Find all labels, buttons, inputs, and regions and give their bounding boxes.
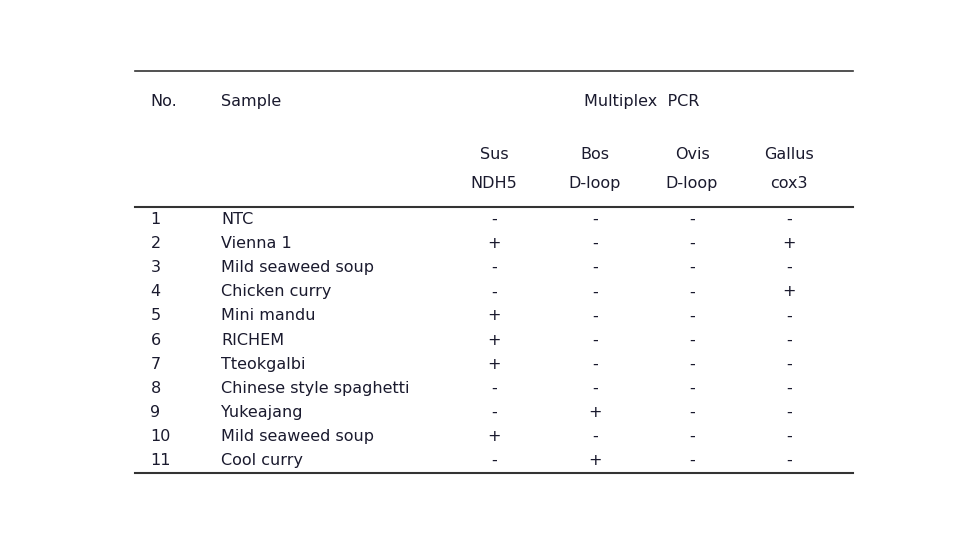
Text: -: - (787, 357, 792, 372)
Text: Yukeajang: Yukeajang (222, 405, 303, 420)
Text: -: - (787, 453, 792, 468)
Text: -: - (689, 285, 695, 299)
Text: -: - (492, 260, 496, 275)
Text: -: - (689, 453, 695, 468)
Text: Tteokgalbi: Tteokgalbi (222, 357, 306, 372)
Text: D-loop: D-loop (569, 176, 621, 192)
Text: Multiplex  PCR: Multiplex PCR (584, 94, 699, 109)
Text: +: + (487, 357, 501, 372)
Text: +: + (783, 236, 796, 251)
Text: -: - (592, 236, 598, 251)
Text: -: - (689, 260, 695, 275)
Text: -: - (592, 381, 598, 396)
Text: NDH5: NDH5 (470, 176, 518, 192)
Text: -: - (787, 308, 792, 323)
Text: -: - (787, 332, 792, 348)
Text: -: - (689, 357, 695, 372)
Text: Gallus: Gallus (764, 147, 814, 162)
Text: +: + (487, 236, 501, 251)
Text: Chinese style spaghetti: Chinese style spaghetti (222, 381, 410, 396)
Text: Ovis: Ovis (675, 147, 710, 162)
Text: 3: 3 (150, 260, 160, 275)
Text: -: - (592, 285, 598, 299)
Text: 5: 5 (150, 308, 161, 323)
Text: Mild seaweed soup: Mild seaweed soup (222, 260, 374, 275)
Text: Mild seaweed soup: Mild seaweed soup (222, 429, 374, 444)
Text: +: + (588, 453, 602, 468)
Text: -: - (689, 405, 695, 420)
Text: -: - (492, 405, 496, 420)
Text: +: + (487, 308, 501, 323)
Text: D-loop: D-loop (666, 176, 718, 192)
Text: -: - (689, 429, 695, 444)
Text: -: - (689, 332, 695, 348)
Text: -: - (787, 381, 792, 396)
Text: NTC: NTC (222, 212, 254, 227)
Text: No.: No. (150, 94, 177, 109)
Text: Sus: Sus (480, 147, 508, 162)
Text: -: - (689, 236, 695, 251)
Text: -: - (787, 405, 792, 420)
Text: -: - (592, 429, 598, 444)
Text: -: - (592, 212, 598, 227)
Text: 2: 2 (150, 236, 161, 251)
Text: -: - (689, 308, 695, 323)
Text: -: - (592, 332, 598, 348)
Text: +: + (487, 332, 501, 348)
Text: -: - (592, 260, 598, 275)
Text: 9: 9 (150, 405, 161, 420)
Text: -: - (787, 429, 792, 444)
Text: -: - (689, 381, 695, 396)
Text: -: - (592, 357, 598, 372)
Text: 1: 1 (150, 212, 161, 227)
Text: -: - (787, 260, 792, 275)
Text: 6: 6 (150, 332, 161, 348)
Text: Bos: Bos (580, 147, 609, 162)
Text: -: - (689, 212, 695, 227)
Text: +: + (487, 429, 501, 444)
Text: 11: 11 (150, 453, 171, 468)
Text: -: - (592, 308, 598, 323)
Text: -: - (492, 285, 496, 299)
Text: RICHEM: RICHEM (222, 332, 284, 348)
Text: -: - (492, 453, 496, 468)
Text: -: - (492, 381, 496, 396)
Text: 4: 4 (150, 285, 161, 299)
Text: +: + (783, 285, 796, 299)
Text: 8: 8 (150, 381, 161, 396)
Text: 10: 10 (150, 429, 171, 444)
Text: Sample: Sample (222, 94, 281, 109)
Text: +: + (588, 405, 602, 420)
Text: 7: 7 (150, 357, 161, 372)
Text: Cool curry: Cool curry (222, 453, 304, 468)
Text: Vienna 1: Vienna 1 (222, 236, 292, 251)
Text: -: - (492, 212, 496, 227)
Text: Chicken curry: Chicken curry (222, 285, 332, 299)
Text: Mini mandu: Mini mandu (222, 308, 316, 323)
Text: cox3: cox3 (770, 176, 808, 192)
Text: -: - (787, 212, 792, 227)
